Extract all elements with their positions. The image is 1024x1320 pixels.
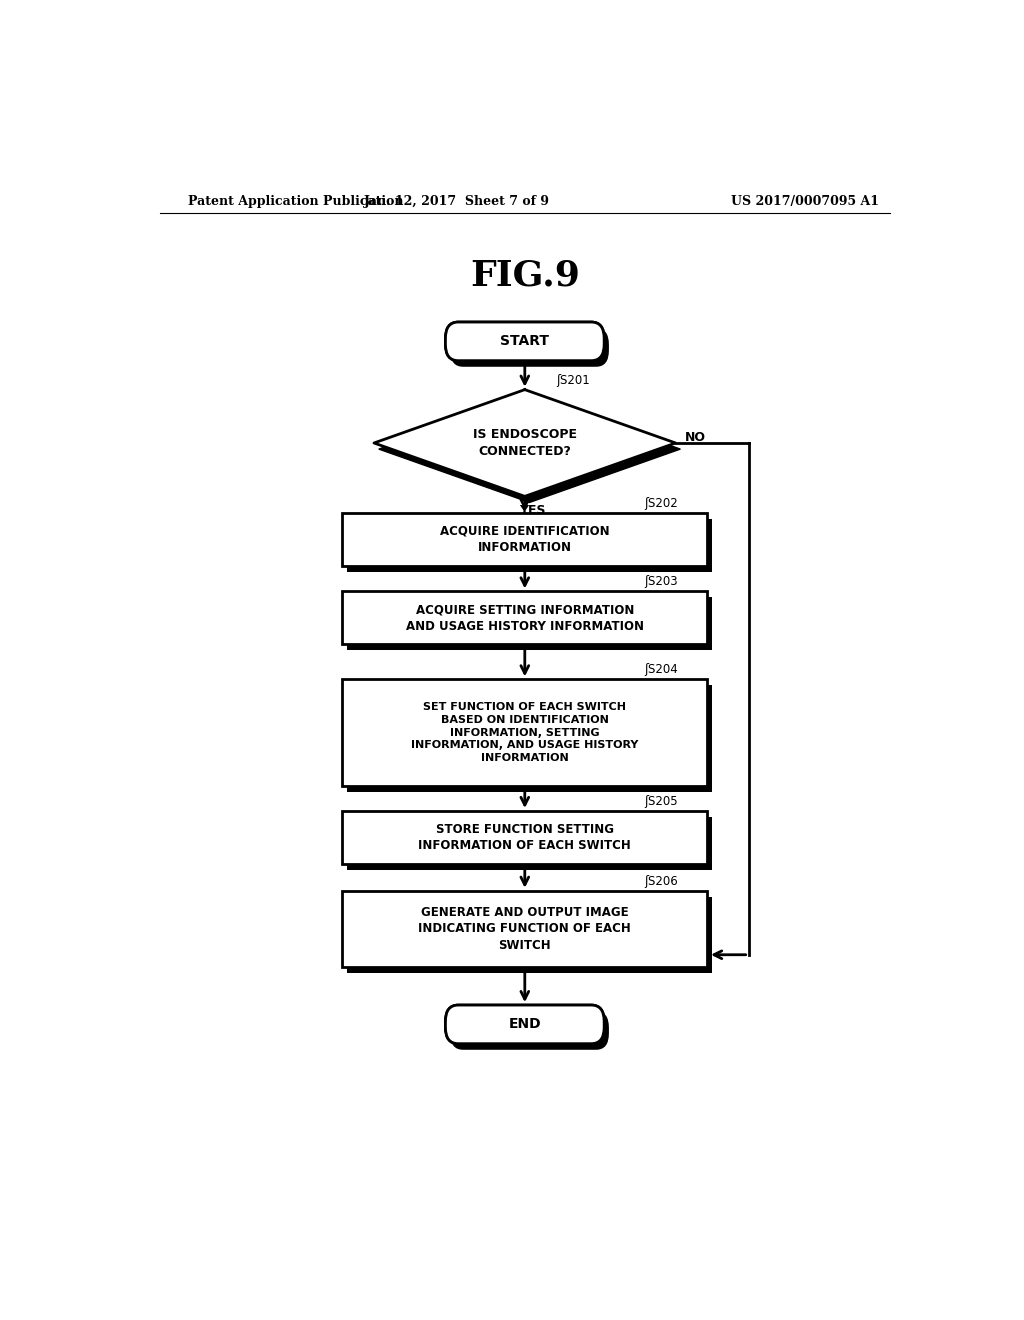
Text: NO: NO [685,432,707,445]
FancyBboxPatch shape [445,322,604,360]
Bar [347,896,712,973]
FancyBboxPatch shape [451,1011,609,1049]
Text: ʃS203: ʃS203 [644,576,678,589]
Text: ʃS205: ʃS205 [644,795,678,808]
Polygon shape [379,396,680,503]
Bar [342,810,708,863]
Text: START: START [501,334,549,348]
Text: STORE FUNCTION SETTING
INFORMATION OF EACH SWITCH: STORE FUNCTION SETTING INFORMATION OF EA… [419,822,631,853]
FancyBboxPatch shape [445,1005,604,1044]
Bar [342,891,708,968]
Text: ʃS202: ʃS202 [644,498,678,510]
Text: US 2017/0007095 A1: US 2017/0007095 A1 [731,194,880,207]
Text: ʃS201: ʃS201 [557,374,590,387]
Text: ʃS204: ʃS204 [644,663,678,676]
Bar [347,598,712,651]
Bar [342,680,708,785]
Text: ACQUIRE SETTING INFORMATION
AND USAGE HISTORY INFORMATION: ACQUIRE SETTING INFORMATION AND USAGE HI… [406,603,644,632]
FancyBboxPatch shape [445,322,604,360]
Bar [342,591,708,644]
Bar [347,685,712,792]
Text: ACQUIRE IDENTIFICATION
INFORMATION: ACQUIRE IDENTIFICATION INFORMATION [440,525,609,554]
Text: IS ENDOSCOPE
CONNECTED?: IS ENDOSCOPE CONNECTED? [473,428,577,458]
Text: YES: YES [519,504,546,517]
Text: SET FUNCTION OF EACH SWITCH
BASED ON IDENTIFICATION
INFORMATION, SETTING
INFORMA: SET FUNCTION OF EACH SWITCH BASED ON IDE… [411,702,639,763]
Text: ʃS206: ʃS206 [644,875,678,887]
Bar [347,519,712,572]
Text: GENERATE AND OUTPUT IMAGE
INDICATING FUNCTION OF EACH
SWITCH: GENERATE AND OUTPUT IMAGE INDICATING FUN… [419,906,631,952]
Bar [342,513,708,566]
Bar [347,817,712,870]
Text: Jan. 12, 2017  Sheet 7 of 9: Jan. 12, 2017 Sheet 7 of 9 [365,194,550,207]
FancyBboxPatch shape [445,1005,604,1044]
Text: FIG.9: FIG.9 [470,259,580,292]
Text: Patent Application Publication: Patent Application Publication [187,194,403,207]
Polygon shape [374,389,676,496]
FancyBboxPatch shape [451,329,609,367]
Text: END: END [509,1018,541,1031]
